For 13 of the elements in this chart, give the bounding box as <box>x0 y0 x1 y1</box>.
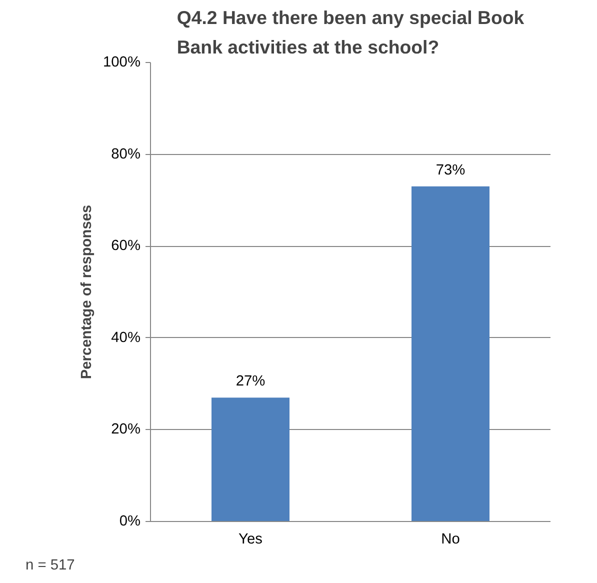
y-tick-label: 20% <box>111 422 141 438</box>
data-label: 27% <box>236 374 266 390</box>
data-label: 73% <box>436 162 466 178</box>
text: n = 517 <box>26 558 75 574</box>
y-axis-title: Percentage of responses <box>79 204 96 380</box>
x-tick-label: Yes <box>238 532 262 548</box>
chart-title: Q4.2 Have there been any special Book Bank activities at the school? <box>176 7 525 58</box>
y-tick-label: 60% <box>111 238 141 254</box>
x-tick-label: No <box>441 532 460 548</box>
y-tick-label: 40% <box>111 330 141 346</box>
y-tick-label: 80% <box>111 146 141 162</box>
y-tick-label: 0% <box>119 514 141 530</box>
y-tick-label: 100% <box>103 54 141 70</box>
